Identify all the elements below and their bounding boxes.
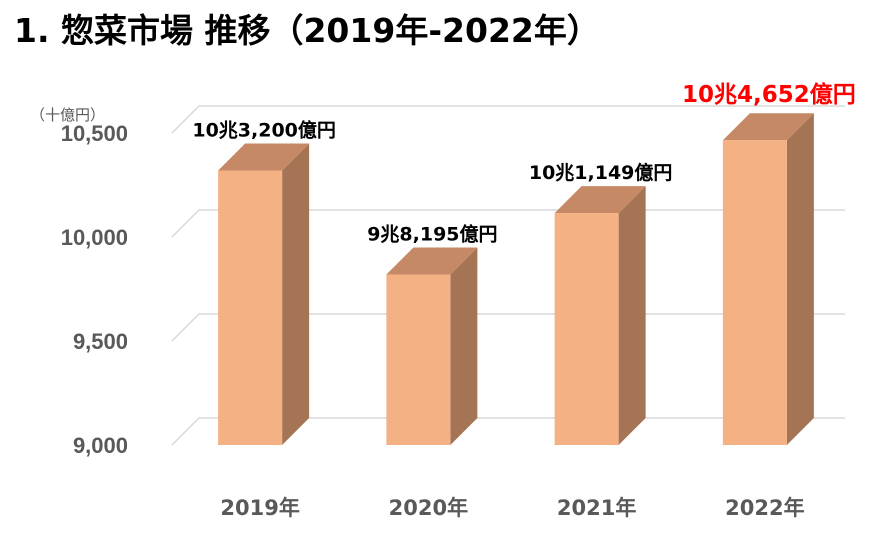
- page-title: 1. 惣菜市場 推移（2019年-2022年）: [14, 11, 600, 50]
- y-tick-label: 9,500: [73, 329, 128, 354]
- bar: [386, 274, 451, 445]
- bar: [218, 170, 283, 445]
- bar: [554, 213, 619, 445]
- bar-top: [218, 143, 310, 171]
- x-tick-label: 2020年: [389, 496, 468, 520]
- data-label: 10兆3,200億円: [192, 118, 336, 141]
- y-tick-label: 10,500: [61, 121, 128, 146]
- bar-side: [282, 143, 310, 445]
- data-label: 10兆1,149億円: [529, 161, 673, 184]
- data-label: 9兆8,195億円: [367, 223, 497, 246]
- bar-top: [386, 247, 478, 275]
- bar-side: [450, 247, 478, 445]
- bar-side: [786, 113, 814, 445]
- x-tick-label: 2019年: [220, 496, 299, 520]
- bar-top: [722, 113, 814, 141]
- x-tick-label: 2022年: [725, 496, 804, 520]
- gridline: [171, 105, 845, 134]
- data-label: 10兆4,652億円: [682, 81, 856, 108]
- bar-side: [618, 186, 646, 445]
- y-tick-label: 10,000: [61, 225, 128, 250]
- bar-top: [554, 186, 646, 214]
- y-tick-label: 9,000: [73, 433, 128, 458]
- y-unit-label: （十億円）: [30, 106, 105, 124]
- x-tick-label: 2021年: [557, 496, 636, 520]
- bar: [722, 140, 787, 445]
